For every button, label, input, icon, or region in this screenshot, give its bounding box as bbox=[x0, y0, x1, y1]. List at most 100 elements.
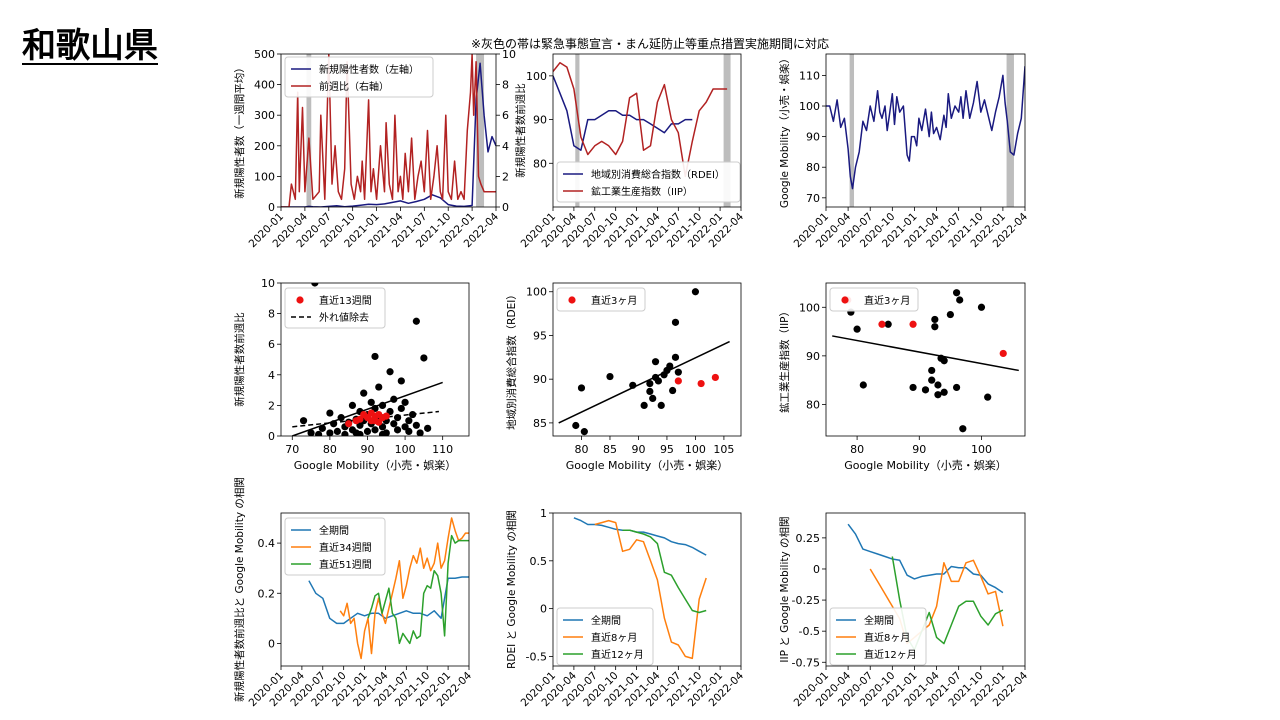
scatter-point bbox=[674, 368, 682, 376]
scatter-point bbox=[307, 429, 315, 436]
legend: 新規陽性者数（左軸） 前週比（右軸） bbox=[284, 56, 434, 98]
scatter-point bbox=[646, 387, 654, 396]
scatter-point bbox=[657, 401, 665, 409]
scatter-point bbox=[984, 393, 992, 401]
chart-cases: 010020030040050002468102020-012020-04202… bbox=[233, 48, 527, 250]
y-tick-label: 90 bbox=[806, 350, 820, 363]
x-axis-label: Google Mobility（小売・娯楽） bbox=[566, 458, 728, 472]
x-tick-label: 80 bbox=[850, 443, 864, 456]
x-tick-label: 90 bbox=[631, 443, 645, 456]
legend-label: 鉱工業生産指数（IIP） bbox=[591, 185, 693, 198]
plot-area bbox=[308, 517, 469, 660]
scatter-point bbox=[669, 386, 677, 395]
y-tick-label: 0.5 bbox=[530, 555, 548, 568]
scatter-point bbox=[333, 427, 341, 436]
y-tick-label: 0 bbox=[813, 563, 820, 576]
scatter-point-recent bbox=[878, 320, 886, 328]
scatter-point bbox=[956, 296, 964, 304]
scatter-point bbox=[363, 427, 372, 436]
scatter-point bbox=[356, 430, 364, 436]
x-tick-label: 85 bbox=[603, 443, 617, 456]
legend-marker bbox=[568, 296, 576, 304]
y-tick-label: 100 bbox=[526, 286, 547, 299]
legend-label: 直近12ヶ月 bbox=[591, 648, 644, 661]
y-axis-label: IIP と Google Mobility の相関 bbox=[778, 516, 791, 662]
y-tick-label: 200 bbox=[254, 140, 275, 153]
scatter-point bbox=[606, 372, 614, 381]
scatter-point bbox=[360, 389, 368, 397]
legend: 直近3ヶ月 bbox=[556, 287, 646, 312]
y-tick-label: -0.5 bbox=[799, 625, 820, 638]
y-tick-label: -0.25 bbox=[792, 594, 820, 607]
scatter-point bbox=[348, 401, 357, 409]
series-line bbox=[622, 529, 707, 614]
band-note: ※灰色の帯は緊急事態宣言・まん延防止等重点措置実施期間に対応 bbox=[470, 37, 830, 51]
fit-line bbox=[292, 381, 443, 436]
x-tick-label: 70 bbox=[285, 443, 299, 456]
legend-label: 直近3ヶ月 bbox=[864, 294, 910, 307]
scatter-point bbox=[651, 358, 660, 366]
scatter-point bbox=[330, 420, 338, 428]
scatter-point bbox=[934, 391, 942, 399]
scatter-point bbox=[409, 410, 417, 419]
series-line bbox=[339, 517, 469, 660]
y-axis-label: 新規陽性者数前週比 bbox=[233, 312, 246, 407]
y-tick-label: 80 bbox=[806, 398, 820, 411]
legend-box bbox=[556, 607, 654, 666]
y-axis-label: 鉱工業生産指数（IIP） bbox=[778, 306, 791, 413]
legend-label: 直近12ヶ月 bbox=[864, 648, 917, 661]
y-tick-label: 90 bbox=[533, 373, 547, 386]
scatter-point bbox=[371, 426, 379, 434]
x-tick-label: 100 bbox=[971, 443, 992, 456]
legend-label: 直近8ヶ月 bbox=[864, 631, 910, 644]
chart-scatter_iip: 80 90 100 80 90 100 Google Mobility（小売・娯楽） 鉱工業生… bbox=[778, 282, 1026, 472]
x-tick-label: 90 bbox=[912, 443, 926, 456]
scatter-point bbox=[326, 409, 334, 417]
x-tick-label: 80 bbox=[574, 443, 588, 456]
plot-area bbox=[292, 283, 443, 436]
legend-marker bbox=[296, 296, 304, 304]
legend-marker bbox=[841, 296, 849, 304]
y-axis-label: 新規陽性者数前週比と Google Mobility の相関 bbox=[233, 477, 246, 702]
x-tick-label: 100 bbox=[395, 443, 416, 456]
scatter-point bbox=[378, 430, 387, 436]
legend-label: 前週比（右軸） bbox=[319, 80, 389, 93]
scatter-point bbox=[397, 404, 405, 413]
emergency-band bbox=[575, 54, 580, 207]
scatter-point bbox=[311, 283, 319, 287]
scatter-point bbox=[299, 417, 308, 425]
legend-label: 外れ値除去 bbox=[319, 311, 369, 324]
emergency-band bbox=[476, 54, 485, 207]
x-tick-label: 95 bbox=[660, 443, 674, 456]
scatter-point bbox=[390, 395, 398, 403]
scatter-point bbox=[397, 377, 405, 385]
legend-label: 地域別消費総合指数（RDEI） bbox=[591, 168, 725, 181]
y-axis-label: RDEI と Google Mobility の相関 bbox=[505, 510, 518, 669]
scatter-point bbox=[931, 315, 939, 324]
legend-label: 全期間 bbox=[591, 614, 621, 627]
y-tick-label: 80 bbox=[533, 157, 547, 170]
x-tick-label: 105 bbox=[713, 443, 734, 456]
legend-box bbox=[284, 56, 434, 98]
legend-label: 全期間 bbox=[319, 524, 349, 537]
y-tick-label: 0 bbox=[268, 201, 275, 214]
scatter-point bbox=[378, 401, 387, 409]
legend-box bbox=[556, 287, 646, 312]
scatter-point-recent bbox=[345, 420, 353, 428]
scatter-point bbox=[424, 424, 432, 432]
y-tick-label: 8 bbox=[268, 308, 275, 321]
axes-frame bbox=[552, 512, 742, 667]
axes-frame bbox=[280, 53, 497, 208]
scatter-point bbox=[940, 388, 948, 396]
scatter-point bbox=[416, 429, 424, 436]
scatter-point bbox=[671, 318, 680, 326]
scatter-point bbox=[405, 427, 413, 436]
y-tick-label: 95 bbox=[533, 329, 547, 342]
chart-rdei_iip: 80901002020-012020-042020-072020-102021-… bbox=[519, 53, 746, 250]
scatter-point-recent bbox=[711, 373, 719, 382]
series-line bbox=[847, 523, 1004, 594]
